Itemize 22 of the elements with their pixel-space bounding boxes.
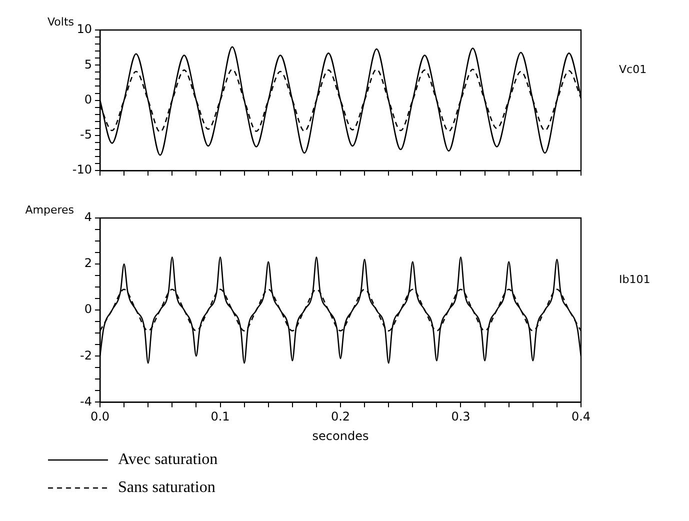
y-tick-label: 5 bbox=[84, 57, 92, 72]
y-tick-label: 0 bbox=[84, 92, 92, 106]
y-tick-label: 0 bbox=[84, 302, 92, 316]
x-tick-label: 0.3 bbox=[451, 410, 470, 424]
x-tick-label: 0.1 bbox=[210, 410, 230, 424]
y-tick-label: 2 bbox=[84, 256, 92, 270]
y-tick-label: 10 bbox=[76, 22, 92, 36]
x-tick-label: 0.0 bbox=[90, 410, 110, 424]
y-tick-label: -10 bbox=[72, 162, 92, 177]
y-tick-label: -4 bbox=[80, 394, 92, 408]
y-tick-label: -5 bbox=[80, 128, 92, 142]
y-axis-title: Amperes bbox=[25, 203, 74, 216]
x-tick-label: 0.2 bbox=[330, 410, 350, 424]
x-axis-title: secondes bbox=[312, 428, 369, 443]
text: Vc01 bbox=[619, 63, 647, 76]
x-tick-label: 0.4 bbox=[571, 410, 591, 424]
y-axis-title: Volts bbox=[47, 15, 74, 28]
legend-label: Avec saturation bbox=[118, 451, 218, 469]
y-tick-label: -2 bbox=[80, 348, 92, 362]
legend-label: Sans saturation bbox=[118, 479, 216, 497]
text: Ib101 bbox=[619, 272, 650, 286]
y-tick-label: 4 bbox=[84, 210, 92, 224]
